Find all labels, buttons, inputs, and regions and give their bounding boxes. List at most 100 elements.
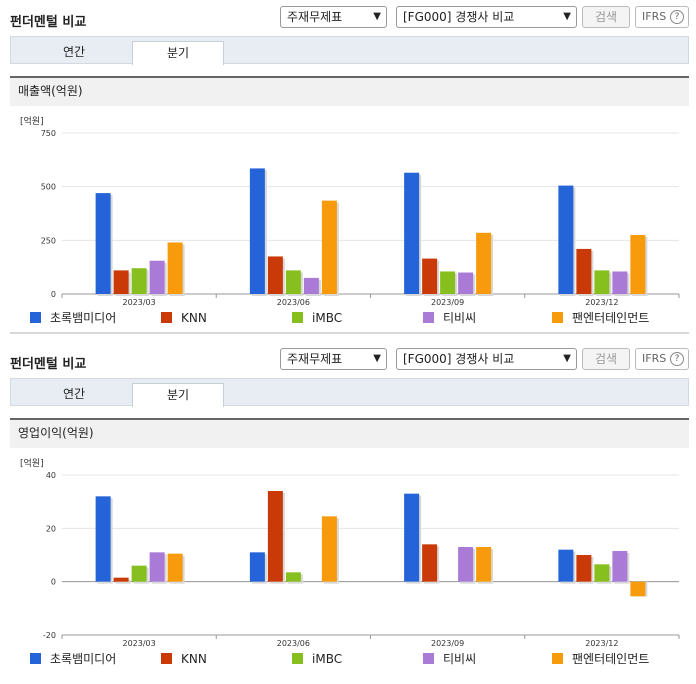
legend-swatch [30,312,41,323]
period-tabs: 연간 분기 [10,378,689,407]
legend-swatch [161,312,172,323]
bar [113,270,129,294]
bar [321,516,337,582]
bar [249,552,265,582]
bar [249,168,265,294]
bar [576,248,592,294]
bar [167,553,183,582]
legend-swatch [423,312,434,323]
bar [422,544,438,582]
bar [594,270,610,294]
chart-legend: 초록뱀미디어 KNN iMBC 티비씨 팬엔터테인먼트 [30,652,690,668]
chevron-down-icon: ▼ [563,11,571,22]
ifrs-label: IFRS [642,10,667,23]
fundamental-section-operating-profit: 펀더멘털 비교 주재무제표 ▼ [FG000] 경쟁사 비교 ▼ 검색 IFRS… [0,342,696,684]
legend-item[interactable]: iMBC [292,652,342,666]
bar [131,565,147,582]
tab-quarterly[interactable]: 분기 [132,41,224,65]
metric-header: 매출액(억원) [10,76,689,106]
legend-swatch [292,653,303,664]
ifrs-label: IFRS [642,352,667,365]
y-tick-label: 500 [41,183,56,192]
y-tick-label: 40 [46,471,56,480]
chevron-down-icon: ▼ [373,11,381,22]
bar [95,496,111,582]
bar [476,232,492,294]
bar [167,242,183,294]
tab-annual[interactable]: 연간 [62,45,86,59]
revenue-bar-chart: 0 250 500 750 2023/03 2023/06 2023/09 2023/12 [41,129,680,307]
statement-type-select[interactable]: 주재무제표 ▼ [280,348,387,370]
help-icon[interactable]: ? [670,10,684,24]
bar [131,268,147,294]
legend-item[interactable]: 팬엔터테인먼트 [552,311,649,325]
x-tick-label: 2023/12 [585,639,618,648]
bar [630,581,646,597]
tab-annual[interactable]: 연간 [62,387,86,401]
legend-item[interactable]: 초록뱀미디어 [30,311,116,325]
legend-item[interactable]: 팬엔터테인먼트 [552,652,649,666]
ifrs-button[interactable]: IFRS ? [635,6,689,28]
legend-label: 초록뱀미디어 [50,652,117,666]
x-tick-label: 2023/09 [431,639,464,648]
chevron-down-icon: ▼ [373,353,381,364]
legend-item[interactable]: 티비씨 [423,311,476,325]
y-tick-label: 250 [41,236,56,245]
legend-item[interactable]: iMBC [292,311,342,325]
x-tick-label: 2023/06 [277,639,310,648]
statement-type-select[interactable]: 주재무제표 ▼ [280,6,387,28]
section-divider [10,332,689,334]
legend-label: KNN [181,652,207,666]
bar [285,572,301,582]
fundamental-section-revenue: 펀더멘털 비교 주재무제표 ▼ [FG000] 경쟁사 비교 ▼ 검색 IFRS… [0,0,696,336]
legend-item[interactable]: KNN [161,652,207,666]
y-tick-label: -20 [43,631,56,640]
bar [558,185,574,294]
tab-quarterly[interactable]: 분기 [132,383,224,407]
legend-item[interactable]: 티비씨 [423,652,476,666]
bar [612,551,628,582]
chart-legend: 초록뱀미디어 KNN iMBC 티비씨 팬엔터테인먼트 [30,311,690,327]
unit-label: [억원] [20,117,44,127]
ifrs-button[interactable]: IFRS ? [635,348,689,370]
bar [267,256,283,294]
bar [285,270,301,294]
legend-label: 초록뱀미디어 [50,311,117,325]
legend-label: 티비씨 [443,652,477,666]
bar [149,552,165,582]
search-button[interactable]: 검색 [582,348,630,370]
legend-label: 팬엔터테인먼트 [572,311,650,325]
legend-label: iMBC [312,311,343,325]
bar [558,549,574,582]
y-tick-label: 0 [51,578,56,587]
bar [303,277,319,294]
legend-item[interactable]: 초록뱀미디어 [30,652,116,666]
operating-profit-bar-chart: -20 0 20 40 2023/03 2023/06 2023/09 2023/12 [43,471,680,648]
search-button[interactable]: 검색 [582,6,630,28]
comparison-value: [FG000] 경쟁사 비교 [403,352,515,366]
x-tick-label: 2023/12 [585,298,618,307]
unit-label: [억원] [20,459,44,469]
legend-swatch [30,653,41,664]
comparison-select[interactable]: [FG000] 경쟁사 비교 ▼ [396,348,577,370]
help-icon[interactable]: ? [670,352,684,366]
comparison-value: [FG000] 경쟁사 비교 [403,10,515,24]
bar [612,271,628,294]
comparison-select[interactable]: [FG000] 경쟁사 비교 ▼ [396,6,577,28]
x-tick-label: 2023/03 [123,639,156,648]
legend-label: iMBC [312,652,343,666]
bar [458,272,474,294]
legend-swatch [423,653,434,664]
x-tick-label: 2023/06 [277,298,310,307]
bar [149,260,165,294]
x-tick-label: 2023/09 [431,298,464,307]
bar [594,564,610,582]
y-tick-label: 750 [41,129,56,138]
bar [422,258,438,294]
legend-label: KNN [181,311,207,325]
statement-type-value: 주재무제표 [287,352,343,366]
legend-swatch [552,653,563,664]
legend-item[interactable]: KNN [161,311,207,325]
bar [404,172,420,294]
legend-swatch [552,312,563,323]
